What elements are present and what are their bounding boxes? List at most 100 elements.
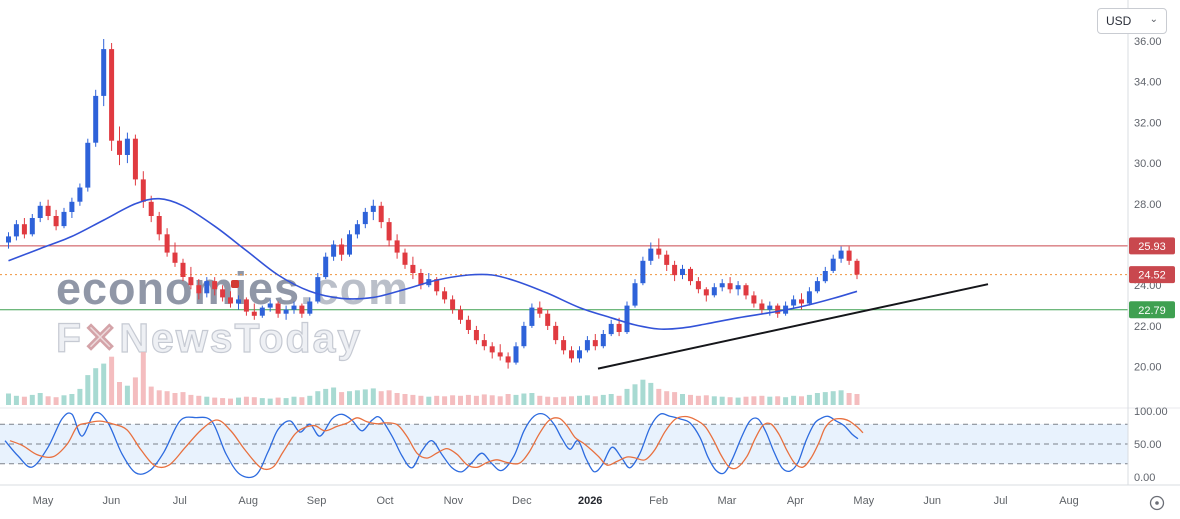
target-icon-dot: [1155, 501, 1159, 505]
candle-body: [109, 49, 115, 141]
price-badge: [1129, 301, 1175, 319]
candle-body: [569, 350, 574, 359]
candle-body: [640, 260, 646, 284]
candle-body: [243, 299, 249, 312]
watermark-economies: economies.com: [56, 266, 409, 311]
candle-body: [354, 224, 360, 235]
price-tick-label: 22.00: [1134, 321, 1162, 333]
volume-bar: [481, 394, 487, 405]
volume-bar: [172, 393, 178, 405]
candle-body: [259, 307, 265, 316]
candle-body: [410, 264, 416, 273]
volume-bar: [117, 382, 122, 405]
candle-body: [529, 307, 535, 326]
candle-body: [132, 138, 138, 180]
candle-body: [370, 205, 376, 212]
candle-body: [450, 299, 456, 310]
volume-bar: [505, 394, 511, 405]
volume-bar: [814, 393, 820, 405]
candle-body: [608, 323, 614, 335]
volume-bar: [632, 384, 638, 405]
candle-body: [664, 254, 670, 265]
volume-bar: [220, 398, 226, 405]
price-badge-label: 24.52: [1138, 270, 1166, 282]
candle-body: [140, 179, 146, 202]
volume-bar: [846, 393, 852, 405]
candle-body: [751, 295, 757, 304]
volume-bar: [275, 397, 281, 405]
price-tick-label: 28.00: [1134, 199, 1162, 211]
moving-average-line: [8, 197, 858, 330]
candle-body: [695, 281, 701, 290]
oscillator-tick-label: 100.00: [1134, 406, 1168, 418]
volume-bar: [402, 394, 408, 405]
volume-bar: [584, 395, 590, 405]
candle-body: [307, 301, 313, 314]
volume-bar: [124, 385, 130, 405]
volume-bar: [822, 392, 828, 405]
currency-selector[interactable]: USD ⌄: [1097, 8, 1167, 34]
time-axis-label: Mar: [718, 495, 737, 507]
candle-body: [228, 297, 233, 304]
time-axis-label: Jun: [103, 495, 121, 507]
volume-bar: [93, 368, 99, 405]
volume-bar: [370, 388, 376, 405]
candle-body: [339, 244, 345, 255]
candle-body: [164, 234, 170, 253]
candle-body: [465, 319, 471, 330]
volume-bar: [196, 395, 202, 405]
volume-bar: [672, 392, 678, 405]
stochastic-d-line: [9, 415, 864, 471]
scroll-to-target-button[interactable]: [1148, 494, 1166, 515]
volume-bar: [204, 396, 210, 405]
candle-body: [236, 299, 241, 304]
watermark-f: F: [55, 315, 84, 361]
candle-body: [418, 273, 424, 286]
volume-bar: [854, 394, 860, 405]
volume-bar: [640, 379, 646, 405]
volume-bar: [37, 393, 43, 405]
time-axis-label: Jul: [173, 495, 187, 507]
candle-body: [830, 258, 836, 271]
candle-body: [220, 289, 226, 298]
candle-body: [791, 299, 797, 306]
price-badge: [1129, 266, 1175, 284]
volume-bar: [61, 395, 67, 405]
volume-bar: [362, 389, 368, 405]
time-axis-label: 2026: [578, 495, 602, 507]
candle-body: [124, 138, 130, 155]
candle-body: [93, 95, 99, 143]
volume-bar: [212, 397, 218, 405]
chevron-down-icon: ⌄: [1149, 14, 1158, 25]
candle-body: [632, 283, 638, 306]
volume-bar: [608, 394, 614, 405]
candle-body: [85, 142, 91, 188]
volume-bar: [378, 391, 384, 405]
volume-bar: [529, 393, 535, 405]
candle-body: [299, 305, 305, 314]
volume-bar: [315, 391, 321, 405]
volume-bar: [767, 396, 773, 405]
time-axis-label: Aug: [238, 495, 258, 507]
volume-bar: [21, 396, 27, 405]
volume-bar: [29, 394, 35, 405]
candle-body: [251, 311, 257, 316]
candle-body: [331, 244, 337, 257]
volume-bar: [418, 395, 424, 405]
candle-body: [703, 289, 709, 296]
candle-body: [362, 211, 368, 225]
candle-body: [53, 216, 59, 227]
candle-body: [743, 285, 749, 296]
target-icon: [1149, 495, 1165, 511]
watermark-brand-text: economies: [56, 263, 301, 314]
candle-body: [537, 307, 543, 314]
volume-bar: [703, 395, 709, 405]
candle-body: [806, 291, 812, 304]
price-tick-label: 24.00: [1134, 280, 1162, 292]
volume-bar: [140, 352, 146, 405]
volume-bar: [775, 396, 781, 405]
volume-bar: [354, 390, 360, 405]
candle-body: [394, 240, 400, 253]
volume-bar: [664, 391, 670, 405]
